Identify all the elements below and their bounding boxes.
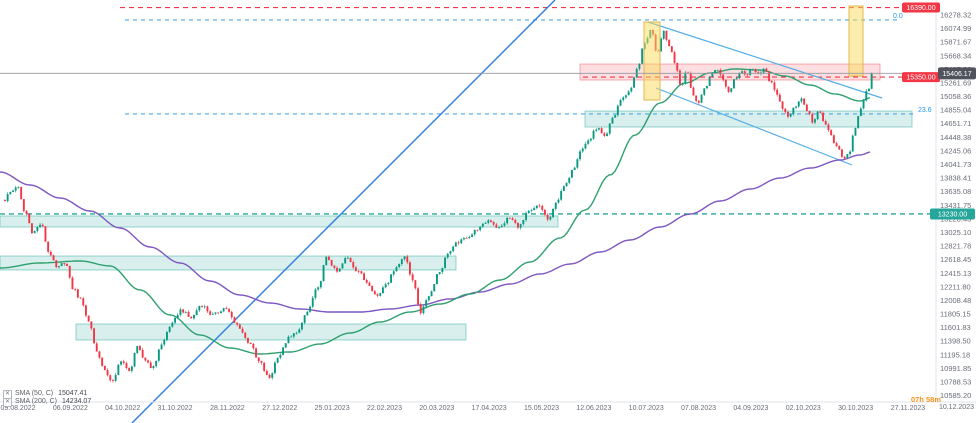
indicator-toggle-icon[interactable]: ✕ <box>3 397 12 407</box>
svg-text:15406.17: 15406.17 <box>942 71 971 78</box>
svg-text:15.05.2023: 15.05.2023 <box>524 405 559 412</box>
svg-text:16278.32: 16278.32 <box>940 11 971 20</box>
svg-text:11195.18: 11195.18 <box>940 350 970 359</box>
svg-text:27.12.2022: 27.12.2022 <box>262 405 297 412</box>
sma50-line[interactable] <box>0 68 871 355</box>
axis-edge-date: 10.12.2023 <box>938 404 974 411</box>
long-uptrend-line[interactable] <box>131 0 556 423</box>
svg-text:12821.78: 12821.78 <box>940 242 971 251</box>
svg-text:28.11.2022: 28.11.2022 <box>210 405 245 412</box>
candle-close-countdown: 07h 58m <box>910 395 941 404</box>
svg-text:15058.36: 15058.36 <box>940 92 971 101</box>
svg-text:27.11.2023: 27.11.2023 <box>891 405 926 412</box>
indicator-legend: ✕ SMA (50, C) 15047.41 ✕ SMA (200, C) 14… <box>3 389 92 407</box>
svg-text:22.02.2023: 22.02.2023 <box>367 405 402 412</box>
svg-text:13025.10: 13025.10 <box>940 228 971 237</box>
svg-text:15261.69: 15261.69 <box>940 78 971 87</box>
svg-text:14651.71: 14651.71 <box>940 119 971 128</box>
sma50-label: SMA (50, C) <box>15 390 54 397</box>
svg-text:14041.73: 14041.73 <box>940 160 971 169</box>
projection-box-current[interactable] <box>848 5 864 77</box>
svg-text:11398.50: 11398.50 <box>940 337 971 346</box>
highlight-boxes-layer <box>643 5 864 101</box>
svg-text:13230.00: 13230.00 <box>938 212 967 219</box>
svg-text:10991.85: 10991.85 <box>940 364 971 373</box>
price-badges-layer: 16390.00 15350.00 13230.00 15406.17 <box>902 2 976 220</box>
support-zone-c[interactable] <box>0 255 457 271</box>
svg-text:12618.45: 12618.45 <box>940 255 971 264</box>
svg-text:17.04.2023: 17.04.2023 <box>472 405 507 412</box>
legend-sma200[interactable]: ✕ SMA (200, C) 14234.07 <box>3 397 92 407</box>
svg-text:04.10.2022: 04.10.2022 <box>105 405 140 412</box>
svg-text:13635.08: 13635.08 <box>940 187 971 196</box>
svg-text:12211.80: 12211.80 <box>940 282 971 291</box>
svg-text:10788.53: 10788.53 <box>940 377 971 386</box>
svg-text:12008.48: 12008.48 <box>940 296 971 305</box>
legend-sma50[interactable]: ✕ SMA (50, C) 15047.41 <box>3 389 91 399</box>
svg-text:09.08.2022: 09.08.2022 <box>0 405 35 412</box>
svg-text:07.08.2023: 07.08.2023 <box>681 405 716 412</box>
svg-text:10.07.2023: 10.07.2023 <box>629 405 664 412</box>
svg-text:04.09.2023: 04.09.2023 <box>733 405 768 412</box>
channel-upper-line[interactable] <box>647 21 883 99</box>
highlight-box-july[interactable] <box>643 21 661 101</box>
svg-text:14448.38: 14448.38 <box>940 133 971 142</box>
svg-text:30.10.2023: 30.10.2023 <box>838 405 873 412</box>
levels-layer: 0.0 23.6 <box>0 6 934 215</box>
svg-text:15350.00: 15350.00 <box>906 75 935 82</box>
svg-text:02.10.2023: 02.10.2023 <box>786 405 821 412</box>
support-zone-a[interactable] <box>584 110 913 128</box>
support-zone-b[interactable] <box>0 215 559 228</box>
svg-text:14855.04: 14855.04 <box>940 106 971 115</box>
svg-text:16074.99: 16074.99 <box>940 24 971 33</box>
sma200-value: 14234.07 <box>62 398 92 405</box>
svg-text:31.10.2022: 31.10.2022 <box>158 405 193 412</box>
svg-text:14245.06: 14245.06 <box>940 146 971 155</box>
svg-text:15668.34: 15668.34 <box>940 51 971 60</box>
candles-series <box>4 29 873 383</box>
svg-text:12415.13: 12415.13 <box>940 269 971 278</box>
svg-text:16390.00: 16390.00 <box>906 5 935 12</box>
svg-text:12.06.2023: 12.06.2023 <box>576 405 611 412</box>
svg-text:25.01.2023: 25.01.2023 <box>315 405 350 412</box>
trendlines-layer <box>131 0 883 423</box>
svg-text:20.03.2023: 20.03.2023 <box>419 405 454 412</box>
svg-text:23.6: 23.6 <box>918 107 932 114</box>
axis-separators <box>0 0 976 403</box>
svg-text:06.09.2022: 06.09.2022 <box>53 405 88 412</box>
time-axis[interactable]: 09.08.2022 06.09.2022 04.10.2022 31.10.2022… <box>0 405 925 412</box>
svg-text:0.0: 0.0 <box>893 13 903 20</box>
svg-text:10585.20: 10585.20 <box>940 391 971 400</box>
channel-lower-line[interactable] <box>655 87 853 166</box>
sma200-label: SMA (200, C) <box>15 398 58 405</box>
svg-text:13431.75: 13431.75 <box>940 201 971 210</box>
support-zone-d[interactable] <box>75 323 467 341</box>
svg-text:11805.15: 11805.15 <box>940 310 971 319</box>
svg-text:11601.83: 11601.83 <box>940 323 971 332</box>
svg-text:13838.41: 13838.41 <box>940 174 971 183</box>
svg-text:15871.67: 15871.67 <box>940 38 971 47</box>
sma200-line[interactable] <box>0 151 871 313</box>
sma50-value: 15047.41 <box>58 390 88 397</box>
